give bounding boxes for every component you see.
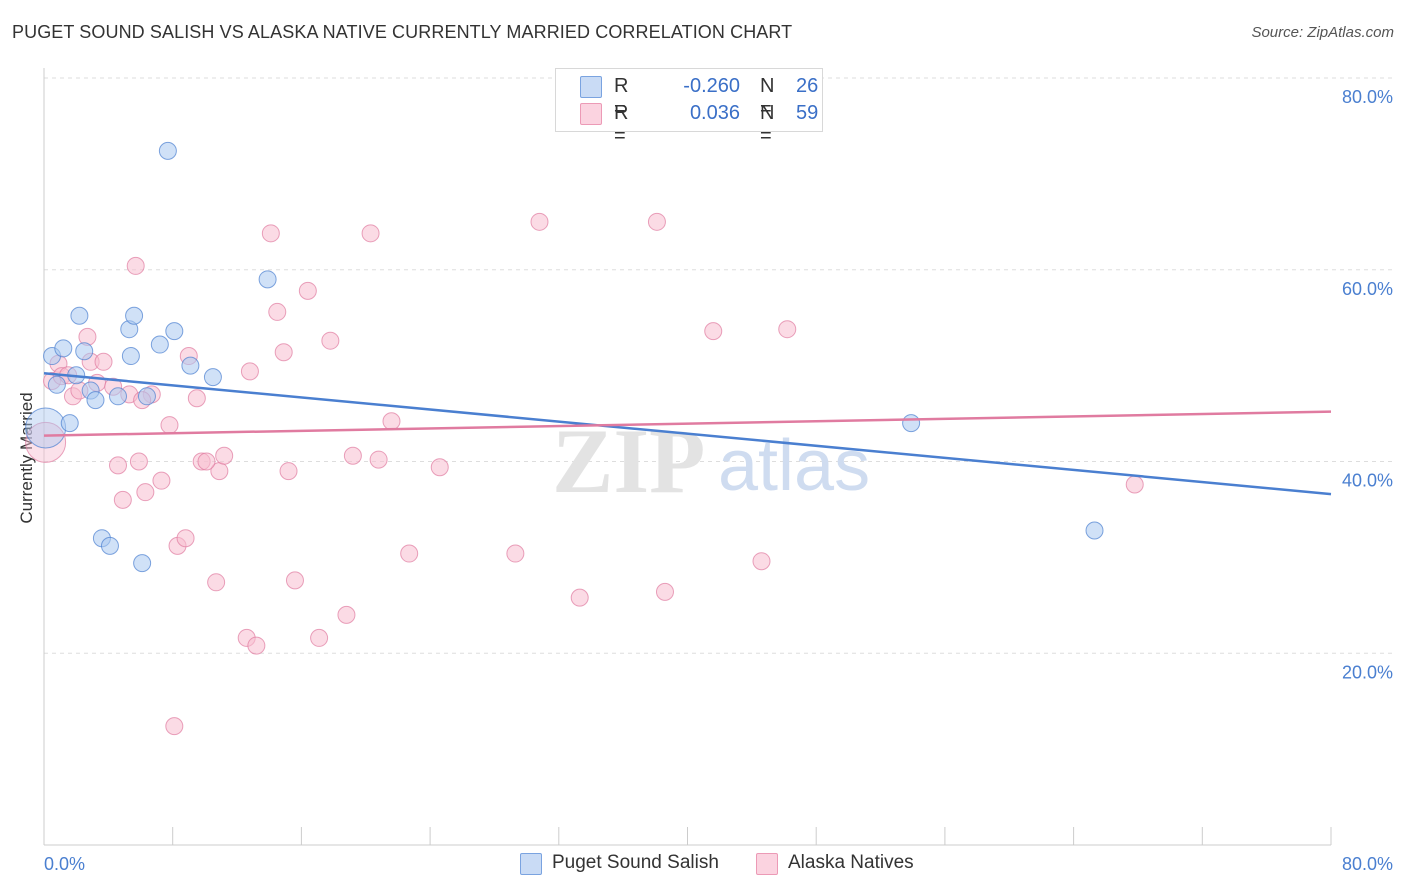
y-tick-label: 40.0% [1342,471,1393,491]
point-alaska-natives [207,573,226,592]
x-tick-label: 0.0% [44,854,85,874]
point-puget-sound-salish [25,407,67,449]
point-alaska-natives [160,416,179,435]
legend-n-value: 59 [796,102,819,124]
point-alaska-natives [215,446,234,465]
point-alaska-natives [321,331,340,350]
point-alaska-natives [126,256,145,275]
y-tick-label: 80.0% [1342,87,1393,107]
point-alaska-natives [247,636,266,655]
tick-labels: 20.0% 40.0% 60.0% 80.0% 0.0% 80.0% [44,87,1393,874]
point-alaska-natives [506,544,525,563]
point-alaska-natives [136,483,155,502]
point-puget-sound-salish [165,322,184,341]
point-alaska-natives [274,343,293,362]
bottom-legend-swatch-salish [520,853,542,875]
point-alaska-natives [1125,475,1144,494]
bottom-legend-label: Puget Sound Salish [552,852,719,873]
point-alaska-natives [752,552,771,571]
point-alaska-natives [268,302,287,321]
trend-line-puget-sound-salish [43,372,1332,496]
axes [43,68,1332,846]
point-alaska-natives [25,421,67,463]
point-puget-sound-salish [100,536,119,555]
point-alaska-natives [382,412,401,431]
point-alaska-natives [337,605,356,624]
legend-swatch-alaska [580,103,602,125]
trend-lines [43,372,1332,496]
point-alaska-natives [570,588,589,607]
point-alaska-natives [152,471,171,490]
stats-legend: R = -0.260 N = 26 R = 0.036 N = 59 [555,68,823,147]
point-alaska-natives [285,571,304,590]
point-alaska-natives [343,446,362,465]
chart-title: PUGET SOUND SALISH VS ALASKA NATIVE CURR… [12,22,793,42]
legend-r-value: 0.036 [689,102,740,124]
point-puget-sound-salish [1085,521,1104,540]
point-puget-sound-salish [109,387,128,406]
bottom-legend-swatch-alaska [756,853,778,875]
bottom-legend-label: Alaska Natives [788,852,914,873]
point-puget-sound-salish [181,356,200,375]
point-alaska-natives [530,212,549,231]
watermark: ZIP atlas [552,410,870,512]
point-alaska-natives [279,462,298,481]
point-alaska-natives [240,362,259,381]
point-alaska-natives [165,717,184,736]
point-alaska-natives [109,456,128,475]
point-puget-sound-salish [47,375,66,394]
point-alaska-natives [310,628,329,647]
legend-n-value: 26 [796,75,819,97]
point-puget-sound-salish [75,342,94,361]
point-alaska-natives [778,320,797,339]
point-puget-sound-salish [86,391,105,410]
source-label: Source: ZipAtlas.com [1251,24,1394,41]
point-alaska-natives [361,224,380,243]
point-alaska-natives [187,389,206,408]
point-puget-sound-salish [54,339,73,358]
point-alaska-natives [197,452,216,471]
legend-swatch-salish [580,76,602,98]
point-puget-sound-salish [158,141,177,160]
trend-line-alaska-natives [43,410,1332,437]
point-alaska-natives [647,212,666,231]
y-tick-label: 20.0% [1342,662,1393,682]
legend-r-value: -0.260 [683,75,740,97]
point-alaska-natives [261,224,280,243]
point-puget-sound-salish [902,414,921,433]
x-tick-label: 80.0% [1342,854,1393,874]
point-puget-sound-salish [60,414,79,433]
point-puget-sound-salish [125,306,144,325]
legend-r-label: R = [614,75,629,120]
point-puget-sound-salish [121,347,140,366]
point-puget-sound-salish [137,387,156,406]
legend-n-label: N = [760,102,775,147]
point-alaska-natives [704,322,723,341]
point-alaska-natives [298,281,317,300]
point-alaska-natives [655,582,674,601]
legend-n-label: N = [760,75,775,120]
point-alaska-natives [113,490,132,509]
point-alaska-natives [430,458,449,477]
point-alaska-natives [400,544,419,563]
data-points [25,141,1144,736]
point-puget-sound-salish [150,335,169,354]
legend-r-label: R = [614,102,629,147]
point-puget-sound-salish [70,306,89,325]
point-puget-sound-salish [258,270,277,289]
point-alaska-natives [94,352,113,371]
y-tick-label: 60.0% [1342,279,1393,299]
point-puget-sound-salish [203,368,222,387]
point-alaska-natives [176,529,195,548]
point-puget-sound-salish [133,554,152,573]
point-alaska-natives [369,450,388,469]
point-alaska-natives [129,452,148,471]
